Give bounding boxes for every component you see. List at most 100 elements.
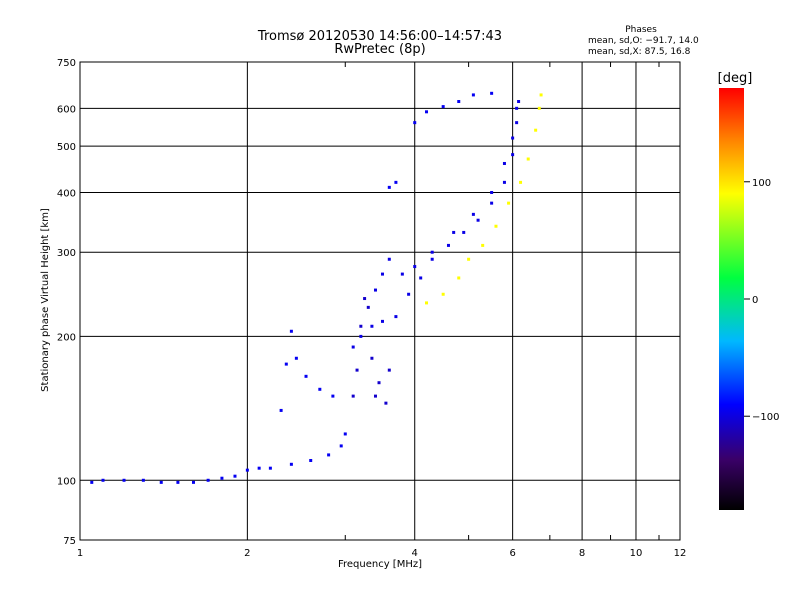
x-tick-label: 12	[674, 548, 687, 559]
data-point	[457, 276, 461, 280]
data-point	[476, 218, 480, 222]
data-point	[387, 368, 391, 372]
data-point	[400, 272, 404, 276]
data-point	[343, 432, 347, 436]
data-point	[502, 180, 506, 184]
data-point	[373, 394, 377, 398]
data-point	[355, 368, 359, 372]
data-point	[294, 356, 298, 360]
data-point	[370, 324, 374, 328]
data-point	[363, 297, 367, 301]
data-point	[446, 243, 450, 247]
data-point	[430, 257, 434, 261]
data-point	[526, 157, 530, 161]
data-point	[394, 180, 398, 184]
data-point	[413, 265, 417, 269]
colorbar-tick-label: 100	[752, 178, 771, 189]
data-point	[380, 319, 384, 323]
data-point	[419, 276, 423, 280]
phases-line-x: mean, sd,X: 87.5, 16.8	[588, 47, 691, 57]
y-tick-label: 500	[57, 142, 76, 153]
data-point	[220, 476, 224, 480]
data-point	[359, 324, 363, 328]
data-point	[373, 288, 377, 292]
data-point	[394, 315, 398, 319]
colorbar-ticks: 100 0 −100	[744, 178, 779, 423]
data-point	[519, 180, 523, 184]
data-point	[462, 230, 466, 234]
data-point	[413, 121, 417, 125]
phases-line-o: mean, sd,O: −91.7, 14.0	[588, 36, 699, 46]
data-point	[90, 480, 94, 484]
data-point	[384, 401, 388, 405]
colorbar	[719, 88, 744, 510]
data-point	[206, 478, 210, 482]
data-point	[467, 257, 471, 261]
data-point	[457, 100, 461, 104]
data-point	[331, 394, 335, 398]
data-point	[407, 292, 411, 296]
data-point	[309, 458, 313, 462]
data-point	[318, 387, 322, 391]
data-point	[327, 453, 331, 457]
x-tick-label: 8	[579, 548, 585, 559]
data-point	[490, 91, 494, 95]
data-point	[268, 466, 272, 470]
data-point	[257, 466, 261, 470]
data-point	[430, 250, 434, 254]
data-point	[359, 334, 363, 338]
data-point	[191, 480, 195, 484]
data-point	[176, 480, 180, 484]
data-point	[490, 201, 494, 205]
data-point	[289, 462, 293, 466]
chart-title: Tromsø 20120530 14:56:00–14:57:43	[257, 29, 502, 44]
data-point	[141, 478, 145, 482]
phases-heading: Phases	[625, 25, 657, 35]
data-point	[452, 230, 456, 234]
x-tick-label: 2	[244, 548, 250, 559]
chart-subtitle: RwPretec (8p)	[334, 42, 425, 57]
data-point	[387, 185, 391, 189]
data-point	[351, 394, 355, 398]
data-point	[471, 93, 475, 97]
colorbar-label: [deg]	[718, 71, 753, 86]
data-point	[490, 190, 494, 194]
data-point	[515, 106, 519, 110]
x-tick-label: 10	[630, 548, 643, 559]
data-point	[511, 136, 515, 140]
data-point	[245, 468, 249, 472]
data-point	[366, 305, 370, 309]
data-point	[425, 301, 429, 305]
data-point	[284, 362, 288, 366]
data-point	[377, 381, 381, 385]
data-point	[351, 345, 355, 349]
colorbar-tick-label: 0	[752, 295, 758, 306]
y-tick-label: 200	[57, 332, 76, 343]
colorbar-tick-label: −100	[752, 412, 779, 423]
plot-frame	[79, 61, 681, 541]
data-point	[387, 257, 391, 261]
data-point	[380, 272, 384, 276]
y-tick-label: 400	[57, 188, 76, 199]
x-axis-label: Frequency [MHz]	[338, 559, 422, 570]
data-point	[233, 474, 237, 478]
y-tick-label: 750	[57, 58, 76, 69]
data-point	[339, 444, 343, 448]
data-point	[122, 478, 126, 482]
data-point	[515, 121, 519, 125]
y-tick-label: 100	[57, 476, 76, 487]
data-point	[279, 408, 283, 412]
data-point	[159, 480, 163, 484]
data-point	[481, 243, 485, 247]
data-point	[534, 128, 538, 132]
data-point	[441, 105, 445, 109]
x-tick-label: 1	[77, 548, 83, 559]
data-point	[494, 224, 498, 228]
data-point	[441, 292, 445, 296]
data-point	[511, 153, 515, 157]
data-point	[101, 478, 105, 482]
y-tick-label: 75	[63, 536, 76, 547]
y-axis-label: Stationary phase Virtual Height [km]	[40, 208, 51, 392]
